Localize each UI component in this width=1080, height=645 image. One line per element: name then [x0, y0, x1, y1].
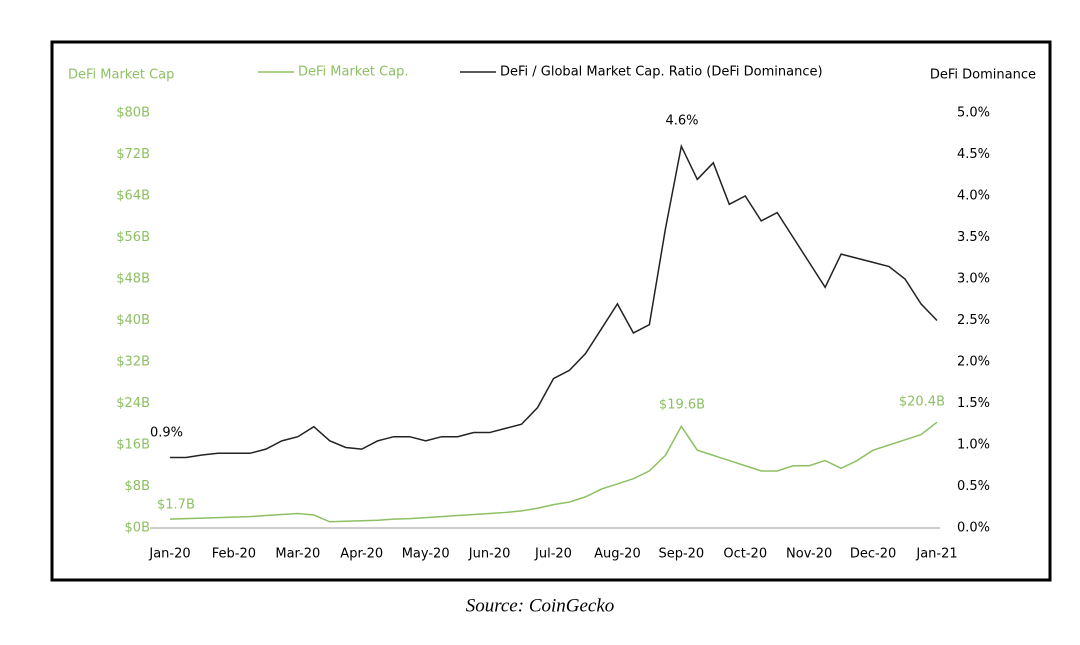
y2-tick-label: 2.0%	[957, 355, 990, 370]
y2-tick-label: 3.5%	[957, 230, 990, 245]
annotation: $19.6B	[659, 398, 705, 413]
y2-tick-label: 3.0%	[957, 272, 990, 287]
x-tick-label: Jan-21	[915, 547, 957, 562]
y2-tick-label: 0.5%	[957, 479, 990, 494]
series-line	[169, 421, 938, 523]
y-tick-label: $48B	[116, 272, 150, 287]
x-tick-label: Aug-20	[594, 547, 641, 562]
x-tick-label: Oct-20	[723, 547, 767, 562]
y2-tick-label: 0.0%	[957, 521, 990, 536]
x-tick-label: Feb-20	[212, 547, 256, 562]
y-tick-label: $56B	[116, 230, 150, 245]
y-axis-label: DeFi Market Cap	[68, 68, 174, 83]
x-tick-label: Dec-20	[850, 547, 896, 562]
annotation: $20.4B	[899, 395, 945, 410]
x-tick-label: Apr-20	[340, 547, 383, 562]
x-tick-label: Sep-20	[658, 547, 704, 562]
y2-tick-label: 1.0%	[957, 438, 990, 453]
y2-tick-label: 5.0%	[957, 106, 990, 121]
y-tick-label: $0B	[125, 521, 150, 536]
y2-tick-label: 1.5%	[957, 396, 990, 411]
annotation: 4.6%	[665, 114, 698, 129]
x-tick-label: Nov-20	[786, 547, 832, 562]
legend-label: DeFi Market Cap.	[298, 65, 409, 80]
x-tick-label: Jul-20	[534, 547, 572, 562]
annotation: $1.7B	[157, 498, 195, 513]
series-line	[170, 143, 938, 459]
x-tick-label: Jun-20	[468, 547, 511, 562]
frame	[50, 40, 1052, 582]
x-tick-label: Jan-20	[148, 547, 190, 562]
y2-tick-label: 4.5%	[957, 147, 990, 162]
y-tick-label: $40B	[116, 313, 150, 328]
y2-tick-label: 2.5%	[957, 313, 990, 328]
annotation: 0.9%	[150, 426, 183, 441]
y2-axis-label: DeFi Dominance	[930, 68, 1036, 83]
legend-label: DeFi / Global Market Cap. Ratio (DeFi Do…	[500, 65, 823, 80]
source: Source: CoinGecko	[466, 595, 615, 616]
y2-tick-label: 4.0%	[957, 189, 990, 204]
y-tick-label: $16B	[116, 438, 150, 453]
y-tick-label: $64B	[116, 189, 150, 204]
y-tick-label: $24B	[116, 396, 150, 411]
y-tick-label: $32B	[116, 355, 150, 370]
x-tick-label: Mar-20	[275, 547, 320, 562]
y-tick-label: $8B	[125, 479, 150, 494]
y-tick-label: $80B	[116, 106, 150, 121]
x-tick-label: May-20	[402, 547, 450, 562]
y-tick-label: $72B	[116, 147, 150, 162]
